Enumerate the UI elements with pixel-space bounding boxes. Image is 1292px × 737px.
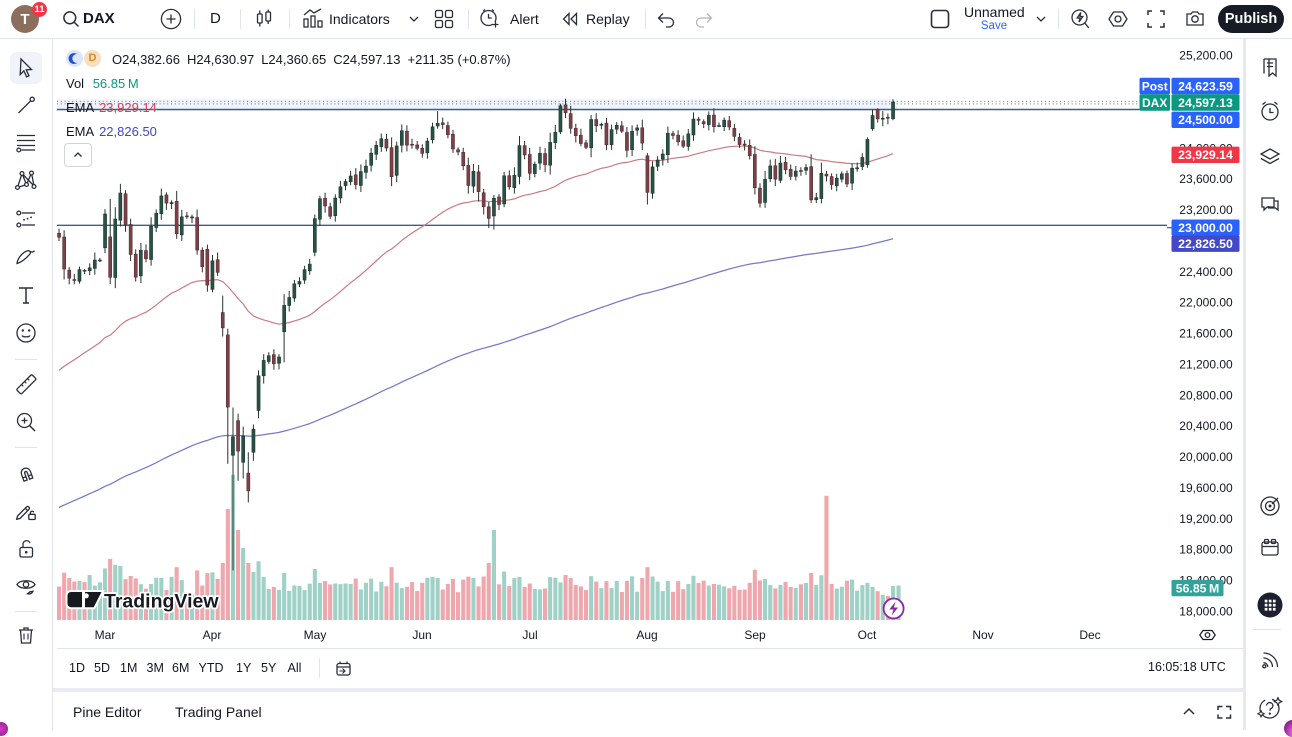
svg-text:23,600.00: 23,600.00	[1179, 172, 1233, 186]
svg-text:Jul: Jul	[522, 628, 537, 642]
svg-text:18,000.00: 18,000.00	[1179, 605, 1233, 619]
svg-text:TradingView: TradingView	[104, 591, 219, 613]
svg-text:19,200.00: 19,200.00	[1179, 512, 1233, 526]
svg-text:Sep: Sep	[744, 628, 766, 642]
svg-text:Post: Post	[1142, 79, 1168, 93]
svg-text:20,800.00: 20,800.00	[1179, 388, 1233, 402]
svg-text:Mar: Mar	[95, 628, 116, 642]
svg-text:Oct: Oct	[858, 628, 877, 642]
svg-text:22,000.00: 22,000.00	[1179, 296, 1233, 310]
svg-text:23,929.14: 23,929.14	[1178, 148, 1233, 162]
svg-text:22,400.00: 22,400.00	[1179, 265, 1233, 279]
svg-text:TradingView: TradingView	[104, 591, 219, 613]
svg-text:18,800.00: 18,800.00	[1179, 543, 1233, 557]
svg-text:21,600.00: 21,600.00	[1179, 327, 1233, 341]
svg-text:20,400.00: 20,400.00	[1179, 419, 1233, 433]
svg-text:23,200.00: 23,200.00	[1179, 203, 1233, 217]
svg-text:21,200.00: 21,200.00	[1179, 358, 1233, 372]
svg-text:Dec: Dec	[1079, 628, 1100, 642]
svg-text:23,000.00: 23,000.00	[1178, 221, 1233, 235]
svg-text:24,623.59: 24,623.59	[1178, 79, 1233, 93]
svg-text:Apr: Apr	[203, 628, 222, 642]
svg-text:22,826.50: 22,826.50	[1178, 237, 1233, 251]
svg-text:25,200.00: 25,200.00	[1179, 49, 1233, 63]
svg-text:24,500.00: 24,500.00	[1178, 113, 1233, 127]
svg-text:May: May	[304, 628, 327, 642]
svg-text:Nov: Nov	[972, 628, 993, 642]
svg-text:24,597.13: 24,597.13	[1178, 96, 1233, 110]
svg-text:20,000.00: 20,000.00	[1179, 450, 1233, 464]
svg-text:Aug: Aug	[636, 628, 657, 642]
svg-text:Jun: Jun	[412, 628, 431, 642]
svg-text:56.85 M: 56.85 M	[1176, 581, 1219, 595]
svg-text:DAX: DAX	[1142, 96, 1167, 110]
svg-text:19,600.00: 19,600.00	[1179, 481, 1233, 495]
